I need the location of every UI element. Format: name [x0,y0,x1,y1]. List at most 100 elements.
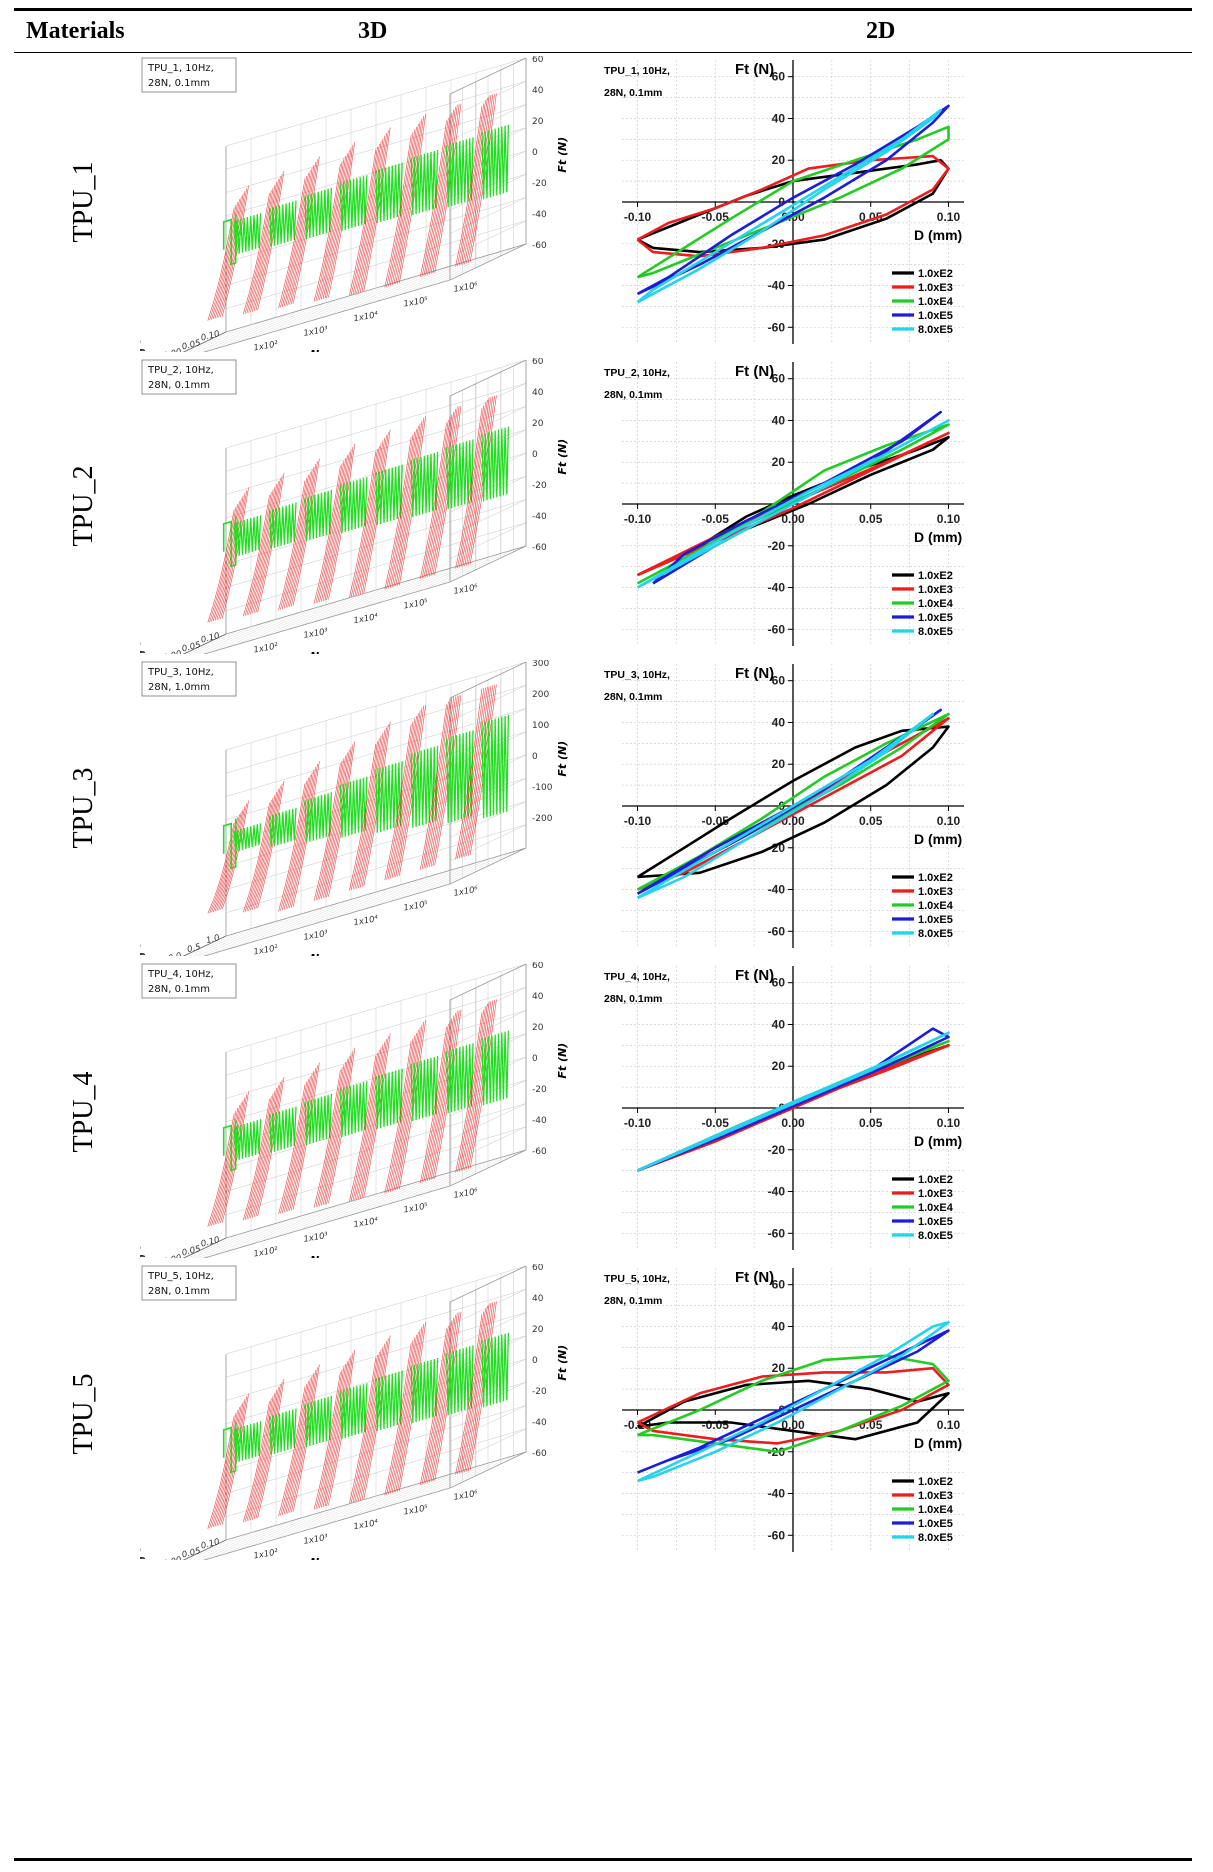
grid-floor [399,1466,477,1503]
red-trace [313,466,341,604]
grid-floor [362,1175,439,1212]
red-trace [391,124,419,286]
red-trace [352,738,380,890]
red-trace [214,1102,242,1225]
grid-back-h [225,57,527,147]
red-trace [251,1387,279,1520]
red-trace [462,397,490,567]
grid-floor [374,1473,452,1511]
legend-box [141,1265,237,1301]
red-trace [317,1366,345,1509]
green-trace [304,792,333,843]
grid-side-h [449,499,527,536]
red-trace [281,1078,309,1214]
grid-floor [412,254,489,292]
n-tick-label: 1x10⁵ [403,295,430,309]
grid-floor [192,1532,252,1560]
z-tick-label: -60 [532,1449,547,1459]
grid-floor [212,313,289,350]
grid-floor [412,858,489,896]
grid-back-h [225,406,527,495]
grid-back-h [225,963,527,1053]
red-trace [322,1056,350,1206]
grid-floor [187,1234,239,1258]
red-trace [395,420,423,587]
y-tick-label: 60 [772,372,786,386]
red-trace [211,817,239,913]
grid-floor [374,567,452,605]
red-trace [242,1098,270,1221]
n-tick-label: 1x10⁵ [403,597,430,611]
z-tick-label: 0 [532,1054,538,1064]
grid-side-h [449,1080,527,1117]
green-trace [375,464,403,525]
red-trace [313,1372,341,1510]
y-tick-label: -60 [768,924,786,938]
grid-floor [349,273,427,310]
n-axis-label: N [310,1556,319,1560]
grid-floor [237,1212,314,1249]
grid-floor [197,1226,264,1258]
x-tick-label: -0.10 [624,814,652,828]
red-trace [432,104,460,274]
green-trace [339,175,368,231]
green-trace-start [222,1120,237,1172]
red-trace [458,1006,486,1172]
header-materials: Materials [26,18,125,44]
red-trace [361,1338,389,1500]
red-trace [322,150,350,300]
red-trace [430,695,458,867]
grid-floor [274,899,352,936]
z-tick-label: -40 [532,210,547,220]
grid-floor [362,269,439,306]
red-trace [455,688,483,860]
grid-back-h [225,499,527,588]
x-tick-label: 0.10 [937,814,961,828]
green-trace [375,1370,403,1431]
green-trace [233,1421,262,1463]
red-trace [324,1053,352,1205]
green-trace [304,187,333,239]
legend-line2: 28N, 0.1mm [148,78,210,89]
red-trace [464,94,492,264]
red-trace [220,803,248,910]
d-axis-label: D (mm) [140,336,156,352]
box-back-edge [225,662,527,937]
red-trace [359,1039,387,1199]
red-trace [319,755,347,900]
legend-label-1.0xE5: 1.0xE5 [918,1518,953,1530]
grid-floor [374,1171,452,1209]
red-trace [244,1398,272,1522]
green-trace [233,213,262,255]
red-trace [356,138,384,294]
red-trace [391,1030,419,1192]
red-trace [352,446,380,597]
series-1.0xE2 [636,1379,950,1441]
grid-side-h [449,197,527,234]
red-trace [292,156,320,304]
red-trace [317,758,345,900]
n-tick-label: 1x10⁵ [403,899,430,913]
grid-floor [287,291,364,328]
d-axis-label: D (mm) [140,1242,156,1258]
red-trace [326,446,354,601]
y-tick-label: 60 [772,70,786,84]
red-trace [358,135,386,293]
z-tick-label: -40 [532,1116,547,1126]
red-trace [427,696,455,868]
grid-floor [399,258,477,295]
red-trace [432,406,460,576]
red-trace [251,179,279,312]
plot2d-title-line1: TPU_4, 10Hz, [604,971,670,983]
header-2d: 2D [866,18,896,44]
red-trace [214,196,242,319]
grid-floor [287,1499,364,1536]
red-trace [395,118,423,285]
z-tick-label: 40 [532,1294,544,1304]
z-tick-label: 0 [532,450,538,460]
red-trace [359,1341,387,1501]
n-axis-label: N [310,650,319,654]
n-tick-label: 1x10² [253,339,280,352]
red-trace [384,135,412,288]
